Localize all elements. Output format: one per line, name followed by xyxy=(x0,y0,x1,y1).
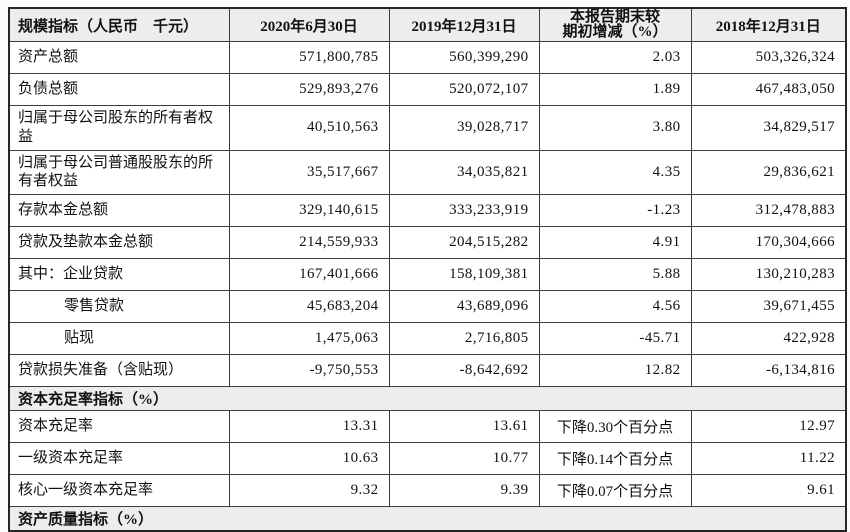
value-change: 3.80 xyxy=(538,105,692,151)
value-2018: 39,671,455 xyxy=(690,290,847,323)
value-2018: 503,326,324 xyxy=(690,41,847,74)
row-label: 负债总额 xyxy=(8,73,230,106)
table-body: 资产总额 571,800,785 560,399,290 2.03 503,32… xyxy=(8,41,847,532)
row-label: 零售贷款 xyxy=(8,290,230,323)
value-2018: 130,210,283 xyxy=(690,258,847,291)
header-change-line1: 本报告期末较 xyxy=(569,9,660,25)
header-date-2020: 2020年6月30日 xyxy=(228,7,390,42)
header-indicator: 规模指标（人民币 千元） xyxy=(8,7,230,42)
row-label: 一级资本充足率 xyxy=(8,442,230,475)
value-change: 1.89 xyxy=(538,73,692,106)
value-2019: 43,689,096 xyxy=(388,290,540,323)
value-2020: 10.63 xyxy=(228,442,390,475)
table-row: 贴现 1,475,063 2,716,805 -45.71 422,928 xyxy=(8,322,847,355)
row-label: 归属于母公司普通股股东的所有者权益 xyxy=(8,149,230,195)
header-row: 规模指标（人民币 千元） 2020年6月30日 2019年12月31日 本报告期… xyxy=(8,7,847,42)
section-title: 资本充足率指标（%） xyxy=(8,386,847,411)
table-row: 零售贷款 45,683,204 43,689,096 4.56 39,671,4… xyxy=(8,290,847,323)
value-2020: 167,401,666 xyxy=(228,258,390,291)
value-2018: 29,836,621 xyxy=(690,149,847,195)
value-change: 下降0.07个百分点 xyxy=(538,474,692,507)
table-row: 存款本金总额 329,140,615 333,233,919 -1.23 312… xyxy=(8,194,847,227)
header-change: 本报告期末较 期初增减（%） xyxy=(538,7,692,42)
value-2019: 39,028,717 xyxy=(388,105,540,151)
value-change: 下降0.14个百分点 xyxy=(538,442,692,475)
row-label: 其中：企业贷款 xyxy=(8,258,230,291)
row-label: 贴现 xyxy=(8,322,230,355)
section-row: 资本充足率指标（%） xyxy=(8,386,847,411)
value-2020: 214,559,933 xyxy=(228,226,390,259)
row-label: 资本充足率 xyxy=(8,410,230,443)
row-label: 贷款损失准备（含贴现） xyxy=(8,354,230,387)
financial-metrics-table: 规模指标（人民币 千元） 2020年6月30日 2019年12月31日 本报告期… xyxy=(8,7,847,532)
value-2018: 467,483,050 xyxy=(690,73,847,106)
section-row: 资产质量指标（%） xyxy=(8,506,847,532)
row-label: 存款本金总额 xyxy=(8,194,230,227)
value-2020: 529,893,276 xyxy=(228,73,390,106)
table-row: 归属于母公司普通股股东的所有者权益 35,517,667 34,035,821 … xyxy=(8,149,847,195)
value-change: 2.03 xyxy=(538,41,692,74)
value-2019: 13.61 xyxy=(388,410,540,443)
value-2018: 170,304,666 xyxy=(690,226,847,259)
value-2018: 11.22 xyxy=(690,442,847,475)
value-change: 4.56 xyxy=(538,290,692,323)
row-label: 资产总额 xyxy=(8,41,230,74)
section-title: 资产质量指标（%） xyxy=(8,506,847,532)
value-2020: 45,683,204 xyxy=(228,290,390,323)
table-row: 资本充足率 13.31 13.61 下降0.30个百分点 12.97 xyxy=(8,410,847,443)
table-row: 其中：企业贷款 167,401,666 158,109,381 5.88 130… xyxy=(8,258,847,291)
value-2020: -9,750,553 xyxy=(228,354,390,387)
table-row: 贷款损失准备（含贴现） -9,750,553 -8,642,692 12.82 … xyxy=(8,354,847,387)
value-2019: 158,109,381 xyxy=(388,258,540,291)
value-2020: 35,517,667 xyxy=(228,149,390,195)
value-2018: 34,829,517 xyxy=(690,105,847,151)
value-2020: 571,800,785 xyxy=(228,41,390,74)
value-2018: 422,928 xyxy=(690,322,847,355)
value-change: 5.88 xyxy=(538,258,692,291)
value-change: -1.23 xyxy=(538,194,692,227)
table-row: 归属于母公司股东的所有者权益 40,510,563 39,028,717 3.8… xyxy=(8,105,847,151)
header-change-line2: 期初增减（%） xyxy=(562,24,668,40)
value-2018: -6,134,816 xyxy=(690,354,847,387)
header-date-2019: 2019年12月31日 xyxy=(388,7,540,42)
header-date-2018: 2018年12月31日 xyxy=(690,7,847,42)
row-label: 归属于母公司股东的所有者权益 xyxy=(8,105,230,151)
table-row: 贷款及垫款本金总额 214,559,933 204,515,282 4.91 1… xyxy=(8,226,847,259)
value-2020: 329,140,615 xyxy=(228,194,390,227)
value-2020: 13.31 xyxy=(228,410,390,443)
table-header: 规模指标（人民币 千元） 2020年6月30日 2019年12月31日 本报告期… xyxy=(8,7,847,42)
value-change: 4.91 xyxy=(538,226,692,259)
value-2018: 12.97 xyxy=(690,410,847,443)
value-2018: 9.61 xyxy=(690,474,847,507)
value-change: 4.35 xyxy=(538,149,692,195)
value-2019: 9.39 xyxy=(388,474,540,507)
table-row: 核心一级资本充足率 9.32 9.39 下降0.07个百分点 9.61 xyxy=(8,474,847,507)
value-change: 下降0.30个百分点 xyxy=(538,410,692,443)
table-row: 负债总额 529,893,276 520,072,107 1.89 467,48… xyxy=(8,73,847,106)
value-2019: 560,399,290 xyxy=(388,41,540,74)
value-2020: 40,510,563 xyxy=(228,105,390,151)
value-2019: -8,642,692 xyxy=(388,354,540,387)
value-2018: 312,478,883 xyxy=(690,194,847,227)
table-row: 一级资本充足率 10.63 10.77 下降0.14个百分点 11.22 xyxy=(8,442,847,475)
value-2019: 204,515,282 xyxy=(388,226,540,259)
value-change: 12.82 xyxy=(538,354,692,387)
value-2019: 520,072,107 xyxy=(388,73,540,106)
value-2019: 34,035,821 xyxy=(388,149,540,195)
report-table-container: 规模指标（人民币 千元） 2020年6月30日 2019年12月31日 本报告期… xyxy=(8,7,847,532)
value-2019: 2,716,805 xyxy=(388,322,540,355)
value-2020: 9.32 xyxy=(228,474,390,507)
row-label: 核心一级资本充足率 xyxy=(8,474,230,507)
value-change: -45.71 xyxy=(538,322,692,355)
value-2020: 1,475,063 xyxy=(228,322,390,355)
table-row: 资产总额 571,800,785 560,399,290 2.03 503,32… xyxy=(8,41,847,74)
value-2019: 10.77 xyxy=(388,442,540,475)
row-label: 贷款及垫款本金总额 xyxy=(8,226,230,259)
value-2019: 333,233,919 xyxy=(388,194,540,227)
